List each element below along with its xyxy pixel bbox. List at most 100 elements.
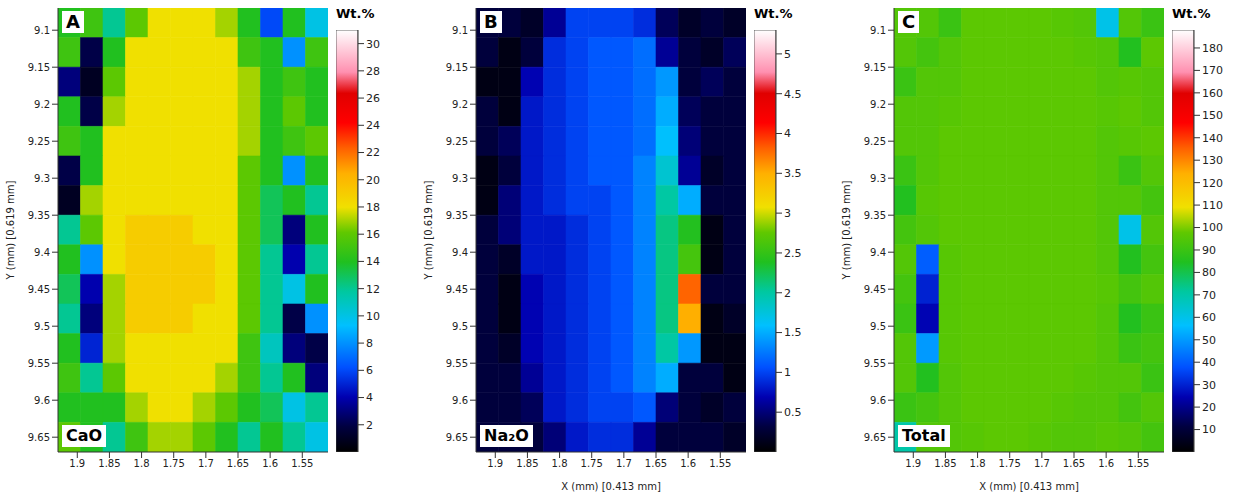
svg-text:1.8: 1.8	[134, 458, 150, 469]
svg-text:26: 26	[366, 92, 380, 105]
svg-text:180: 180	[1202, 42, 1223, 55]
svg-text:1.8: 1.8	[970, 458, 986, 469]
svg-text:9.55: 9.55	[864, 358, 886, 369]
svg-text:9.5: 9.5	[870, 321, 886, 332]
svg-text:1.6: 1.6	[262, 458, 278, 469]
svg-text:6: 6	[366, 364, 373, 377]
svg-text:4.5: 4.5	[784, 88, 802, 101]
svg-text:9.25: 9.25	[864, 136, 886, 147]
svg-text:150: 150	[1202, 109, 1223, 122]
svg-text:9.2: 9.2	[870, 99, 886, 110]
svg-text:9.3: 9.3	[870, 173, 886, 184]
svg-text:20: 20	[366, 174, 380, 187]
svg-text:1.7: 1.7	[198, 458, 214, 469]
svg-text:9.45: 9.45	[446, 284, 468, 295]
svg-text:9.35: 9.35	[28, 210, 50, 221]
svg-text:Y (mm) [0.619 mm]: Y (mm) [0.619 mm]	[841, 180, 852, 280]
svg-text:9.4: 9.4	[452, 247, 468, 258]
svg-text:22: 22	[366, 146, 380, 159]
svg-text:9.25: 9.25	[28, 136, 50, 147]
svg-text:1.65: 1.65	[1063, 458, 1085, 469]
svg-text:1.5: 1.5	[784, 326, 802, 339]
svg-text:9.65: 9.65	[446, 432, 468, 443]
svg-text:14: 14	[366, 255, 380, 268]
svg-text:9.25: 9.25	[446, 136, 468, 147]
svg-text:9.15: 9.15	[864, 62, 886, 73]
svg-text:Y (mm) [0.619 mm]: Y (mm) [0.619 mm]	[423, 180, 434, 280]
svg-text:X (mm) [0.413 mm]: X (mm) [0.413 mm]	[561, 481, 661, 492]
svg-text:Y (mm) [0.619 mm]: Y (mm) [0.619 mm]	[5, 180, 16, 280]
svg-text:80: 80	[1202, 266, 1216, 279]
svg-text:0.5: 0.5	[784, 406, 802, 419]
svg-text:12: 12	[366, 283, 380, 296]
svg-text:100: 100	[1202, 221, 1223, 234]
svg-text:9.15: 9.15	[446, 62, 468, 73]
svg-text:9.15: 9.15	[28, 62, 50, 73]
svg-text:140: 140	[1202, 132, 1223, 145]
svg-text:110: 110	[1202, 199, 1223, 212]
svg-text:1.75: 1.75	[999, 458, 1021, 469]
svg-text:60: 60	[1202, 311, 1216, 324]
svg-text:1.7: 1.7	[1034, 458, 1050, 469]
svg-text:1.55: 1.55	[709, 458, 731, 469]
svg-text:1.6: 1.6	[1098, 458, 1114, 469]
svg-text:9.1: 9.1	[34, 25, 50, 36]
svg-text:9.1: 9.1	[452, 25, 468, 36]
svg-text:1.7: 1.7	[616, 458, 632, 469]
svg-text:1.85: 1.85	[98, 458, 120, 469]
svg-text:1.6: 1.6	[680, 458, 696, 469]
svg-text:2.5: 2.5	[784, 247, 802, 260]
svg-text:1.65: 1.65	[227, 458, 249, 469]
svg-text:130: 130	[1202, 154, 1223, 167]
svg-text:120: 120	[1202, 177, 1223, 190]
svg-text:9.2: 9.2	[34, 99, 50, 110]
svg-text:9.35: 9.35	[446, 210, 468, 221]
svg-text:1.9: 1.9	[905, 458, 921, 469]
svg-text:28: 28	[366, 65, 380, 78]
svg-text:10: 10	[366, 310, 380, 323]
svg-text:160: 160	[1202, 87, 1223, 100]
svg-text:2: 2	[784, 287, 791, 300]
svg-text:1.85: 1.85	[934, 458, 956, 469]
svg-text:50: 50	[1202, 334, 1216, 347]
svg-text:1.85: 1.85	[516, 458, 538, 469]
svg-text:1.65: 1.65	[645, 458, 667, 469]
svg-text:1: 1	[784, 366, 791, 379]
svg-text:1.55: 1.55	[291, 458, 313, 469]
svg-text:20: 20	[1202, 401, 1216, 414]
svg-text:70: 70	[1202, 289, 1216, 302]
svg-text:1.55: 1.55	[1127, 458, 1149, 469]
svg-text:170: 170	[1202, 64, 1223, 77]
svg-text:40: 40	[1202, 356, 1216, 369]
svg-text:9.3: 9.3	[34, 173, 50, 184]
svg-text:9.3: 9.3	[452, 173, 468, 184]
svg-text:9.4: 9.4	[34, 247, 50, 258]
svg-text:9.2: 9.2	[452, 99, 468, 110]
svg-text:4: 4	[784, 127, 791, 140]
svg-text:1.9: 1.9	[487, 458, 503, 469]
svg-text:4: 4	[366, 391, 373, 404]
svg-text:18: 18	[366, 201, 380, 214]
svg-text:3: 3	[784, 207, 791, 220]
svg-text:24: 24	[366, 119, 380, 132]
svg-text:X (mm) [0.413 mm]: X (mm) [0.413 mm]	[979, 481, 1079, 492]
svg-text:9.35: 9.35	[864, 210, 886, 221]
svg-text:9.65: 9.65	[28, 432, 50, 443]
svg-text:9.5: 9.5	[452, 321, 468, 332]
svg-text:1.75: 1.75	[581, 458, 603, 469]
svg-text:8: 8	[366, 337, 373, 350]
svg-text:1.9: 1.9	[69, 458, 85, 469]
svg-text:2: 2	[366, 419, 373, 432]
svg-text:30: 30	[1202, 379, 1216, 392]
svg-text:9.6: 9.6	[34, 395, 50, 406]
svg-text:10: 10	[1202, 423, 1216, 436]
svg-text:1.75: 1.75	[163, 458, 185, 469]
svg-text:9.65: 9.65	[864, 432, 886, 443]
svg-text:5: 5	[784, 48, 791, 61]
svg-text:9.45: 9.45	[864, 284, 886, 295]
svg-text:30: 30	[366, 38, 380, 51]
svg-text:9.6: 9.6	[452, 395, 468, 406]
svg-text:3.5: 3.5	[784, 167, 802, 180]
svg-text:9.5: 9.5	[34, 321, 50, 332]
svg-text:9.4: 9.4	[870, 247, 886, 258]
